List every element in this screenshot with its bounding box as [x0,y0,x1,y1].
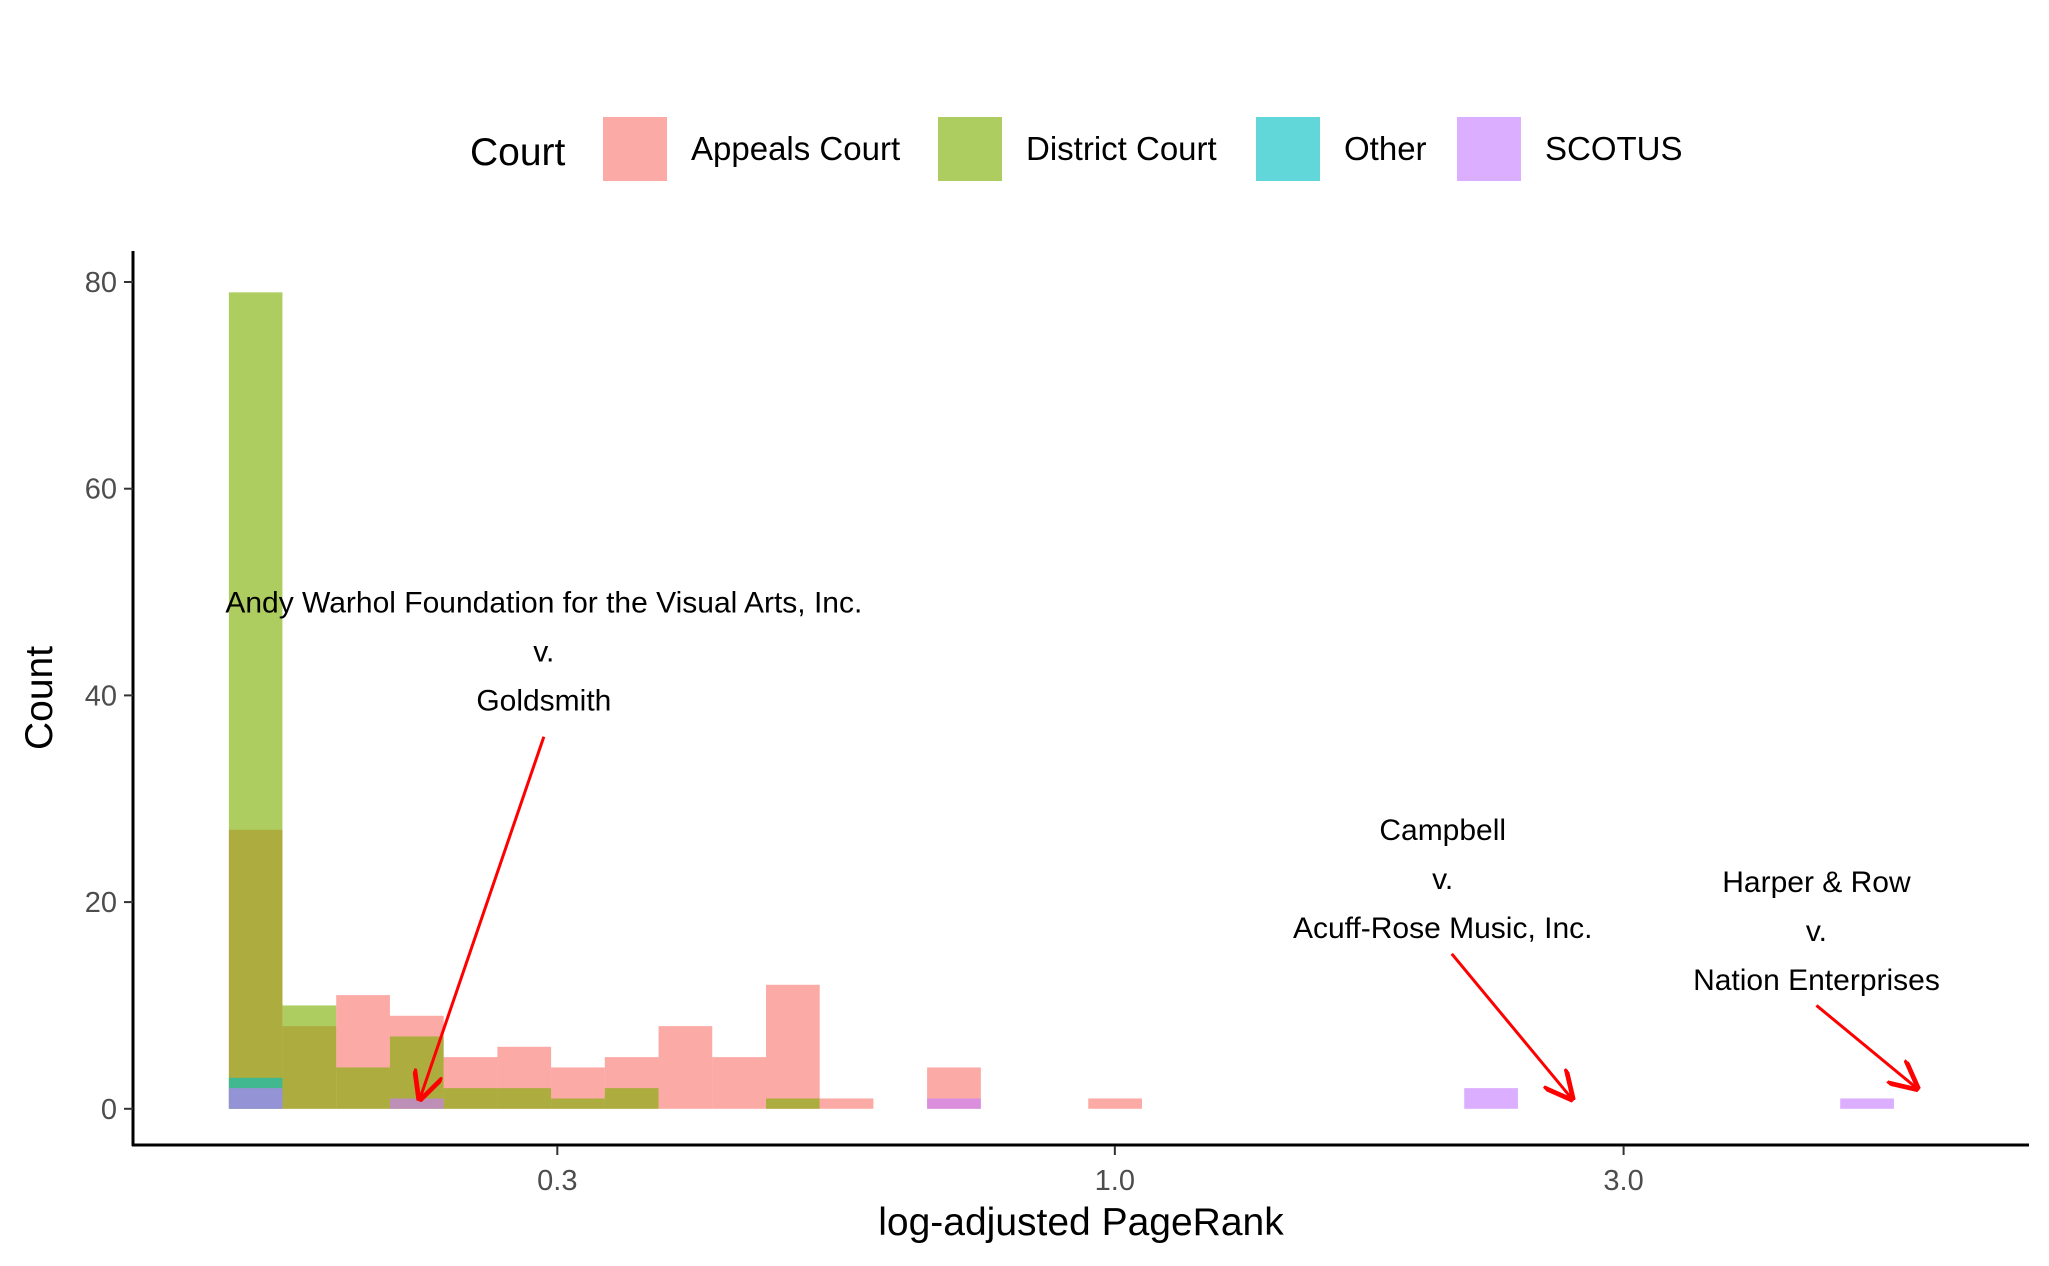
annotation-text: Campbell [1379,814,1506,847]
bar-district-court [443,1088,498,1109]
bar-appeals-court [766,984,820,1109]
y-tick-label: 60 [85,474,117,506]
histogram-bars [228,292,1894,1109]
annotation-text: Nation Enterprises [1693,964,1940,997]
x-axis-title: log-adjusted PageRank [878,1201,1284,1244]
legend-item-appeals-court: Appeals Court [603,117,900,181]
bar-scotus [1464,1088,1518,1109]
annotation: Andy Warhol Foundation for the Visual Ar… [225,587,862,1099]
legend-item-other: Other [1256,117,1427,181]
bar-appeals-court [1088,1098,1142,1109]
bar-scotus [228,1088,283,1109]
bar-appeals-court [819,1098,874,1109]
legend-item-scotus: SCOTUS [1457,117,1683,181]
y-axis-ticks: 0 20 40 60 80 [85,267,133,1126]
annotations: Andy Warhol Foundation for the Visual Ar… [225,587,1940,1099]
legend-label: District Court [1026,130,1217,167]
legend: Court Appeals Court District Court Other SC… [470,117,1683,181]
bar-district-court [604,1088,659,1109]
y-tick-label: 80 [85,267,117,299]
annotation: Harper & Row v. Nation Enterprises [1693,866,1940,1088]
legend-label: Appeals Court [691,130,900,167]
legend-key [938,117,1002,181]
legend-label: SCOTUS [1545,130,1683,167]
y-tick-label: 20 [85,887,117,919]
y-tick-label: 40 [85,680,117,712]
y-tick-label: 0 [101,1094,117,1126]
bar-district-court [389,1036,444,1109]
annotation-text: Harper & Row [1722,866,1911,899]
annotation-arrow [420,736,546,1099]
bar-scotus [389,1098,444,1109]
annotation-text: v. [1806,915,1827,948]
bar-appeals-court [658,1026,713,1109]
bar-district-court [228,292,283,1109]
annotation-text: v. [1432,863,1453,896]
annotation-text: Goldsmith [476,685,611,718]
annotation-arrow [1450,952,1572,1099]
bar-district-court [282,1005,337,1109]
x-tick-label: 3.0 [1603,1165,1643,1197]
legend-key [603,117,667,181]
legend-item-district-court: District Court [938,117,1217,181]
x-tick-label: 0.3 [537,1165,577,1197]
legend-title: Court [470,131,566,174]
bar-district-court [766,1098,820,1109]
x-tick-label: 1.0 [1095,1165,1135,1197]
x-axis-ticks: 0.3 1.0 3.0 [537,1146,1644,1197]
annotation: Campbell v. Acuff-Rose Music, Inc. [1293,814,1593,1099]
legend-key [1457,117,1521,181]
bar-district-court [497,1088,552,1109]
annotation-text: v. [533,636,554,669]
bar-scotus [927,1098,981,1109]
bar-scotus [1840,1098,1894,1109]
bar-district-court [551,1098,605,1109]
y-axis-title: Count [18,646,61,750]
annotation-arrow [1815,1004,1916,1088]
legend-label: Other [1344,130,1427,167]
annotation-text: Acuff-Rose Music, Inc. [1293,912,1593,945]
legend-key [1256,117,1320,181]
bar-appeals-court [712,1057,766,1109]
plot-area: Andy Warhol Foundation for the Visual Ar… [85,251,2029,1197]
annotation-text: Andy Warhol Foundation for the Visual Ar… [225,587,862,620]
bar-district-court [336,1067,390,1109]
